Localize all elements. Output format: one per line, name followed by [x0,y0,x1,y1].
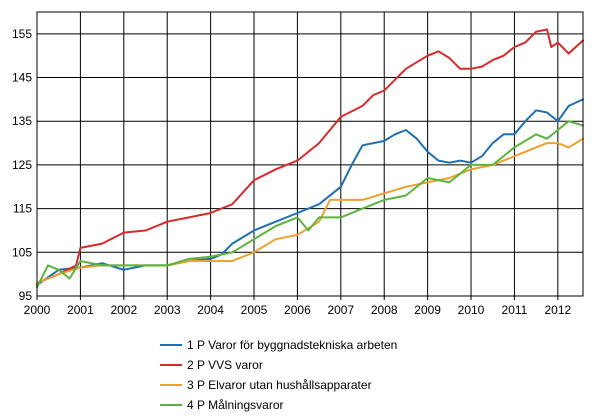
x-axis-ticks: 2000 2001 2002 2003 2004 2005 2006 2007 2008 2009… [24,296,571,317]
legend-label: 4 P Målningsvaror [187,398,284,412]
legend: 1 P Varor för byggnadstekniska arbeten 2 … [160,338,397,412]
x-tick-label: 2008 [371,303,398,317]
y-tick-label: 155 [12,27,32,41]
y-axis-ticks: 95 105 115 125 135 145 155 [12,27,32,303]
series-line-2 [36,28,584,284]
x-tick-label: 2009 [414,303,441,317]
y-tick-label: 135 [12,114,32,128]
series-lines [36,28,584,289]
x-tick-label: 2000 [24,303,51,317]
x-tick-label: 2011 [502,303,528,317]
series-line-4 [36,120,584,289]
legend-label: 3 P Elvaror utan hushållsapparater [187,378,372,392]
grid-lines [37,12,583,296]
x-tick-label: 2012 [544,303,571,317]
x-tick-label: 2003 [154,303,181,317]
series-line-3 [36,137,584,284]
x-tick-label: 2002 [110,303,137,317]
legend-label: 1 P Varor för byggnadstekniska arbeten [187,338,397,352]
y-tick-label: 145 [12,71,32,85]
y-tick-label: 105 [12,245,32,259]
series-line-1 [36,98,584,287]
x-tick-label: 2001 [67,303,94,317]
x-tick-label: 2007 [327,303,354,317]
x-tick-label: 2010 [458,303,485,317]
y-tick-label: 125 [12,158,32,172]
x-tick-label: 2005 [241,303,268,317]
y-tick-label: 95 [19,289,33,303]
plot-frame [36,11,584,297]
legend-label: 2 P VVS varor [187,358,263,372]
x-tick-label: 2004 [197,303,224,317]
x-tick-label: 2006 [284,303,311,317]
y-tick-label: 115 [13,202,32,216]
